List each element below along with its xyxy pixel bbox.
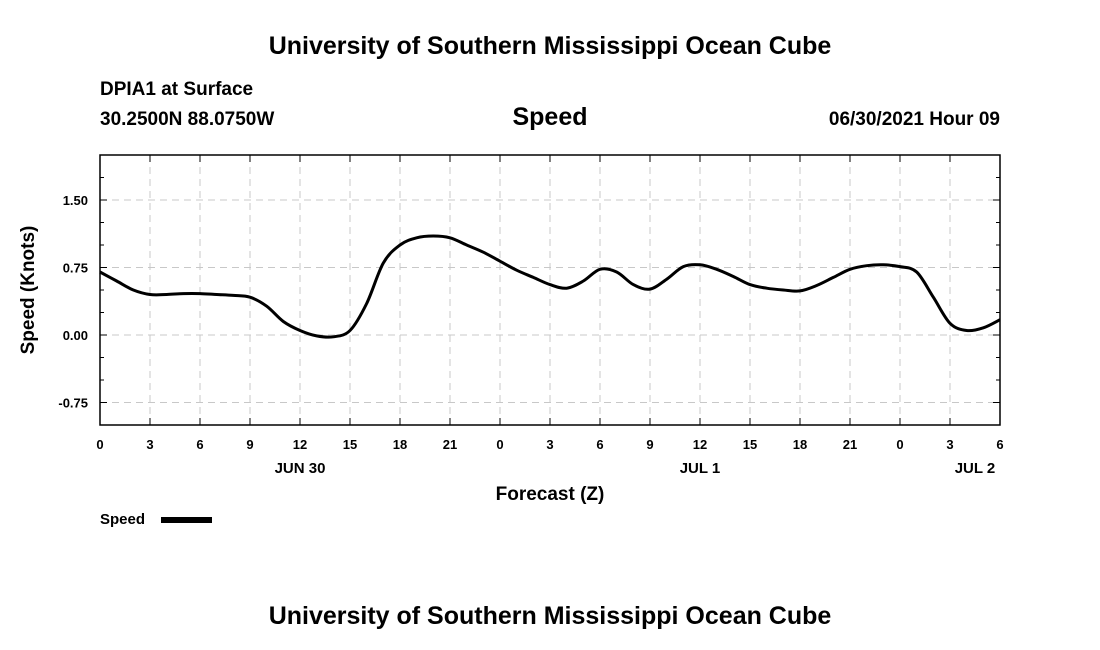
x-tick-label: 12 <box>293 437 307 452</box>
x-axis-label: Forecast (Z) <box>496 484 605 505</box>
x-axis: 0 3 6 9 12 15 18 21 0 3 6 9 12 15 18 21 0 3 6 JUN 30 JUL 1 JU… <box>96 155 1004 477</box>
y-tick-label: 0.00 <box>63 328 88 343</box>
series-line-speed <box>99 234 1001 339</box>
series-group <box>99 234 1001 339</box>
grid-lines <box>100 155 1000 425</box>
x-tick-label: 21 <box>443 437 457 452</box>
datetime-label: 06/30/2021 Hour 09 <box>829 109 1000 130</box>
x-tick-label: 6 <box>596 437 603 452</box>
location-label: 30.2500N 88.0750W <box>100 109 274 130</box>
page-title: University of Southern Mississippi Ocean… <box>269 32 832 60</box>
x-tick-label: 18 <box>393 437 407 452</box>
station-label: DPIA1 at Surface <box>100 79 253 100</box>
x-tick-label: 12 <box>693 437 707 452</box>
y-tick-label: 1.50 <box>63 193 88 208</box>
x-tick-label: 6 <box>996 437 1003 452</box>
y-tick-label: 0.75 <box>63 261 88 276</box>
x-date-label: JUL 2 <box>955 460 996 477</box>
x-tick-label: 0 <box>496 437 503 452</box>
x-date-label: JUN 30 <box>275 460 326 477</box>
x-tick-label: 9 <box>646 437 653 452</box>
x-tick-label: 3 <box>946 437 953 452</box>
y-axis-label: Speed (Knots) <box>18 226 39 355</box>
x-tick-label: 6 <box>196 437 203 452</box>
y-axis: -0.75 0.00 0.75 1.50 <box>58 177 1000 411</box>
x-tick-label: 21 <box>843 437 857 452</box>
x-tick-label: 3 <box>546 437 553 452</box>
x-tick-label: 15 <box>343 437 357 452</box>
y-tick-label: -0.75 <box>58 396 88 411</box>
x-tick-label: 0 <box>96 437 103 452</box>
footer-title: University of Southern Mississippi Ocean… <box>269 602 832 630</box>
x-tick-label: 3 <box>146 437 153 452</box>
x-tick-label: 18 <box>793 437 807 452</box>
x-date-label: JUL 1 <box>680 460 721 477</box>
legend-label: Speed <box>100 511 145 528</box>
x-tick-label: 0 <box>896 437 903 452</box>
variable-title: Speed <box>512 103 587 131</box>
x-tick-label: 15 <box>743 437 757 452</box>
x-tick-label: 9 <box>246 437 253 452</box>
